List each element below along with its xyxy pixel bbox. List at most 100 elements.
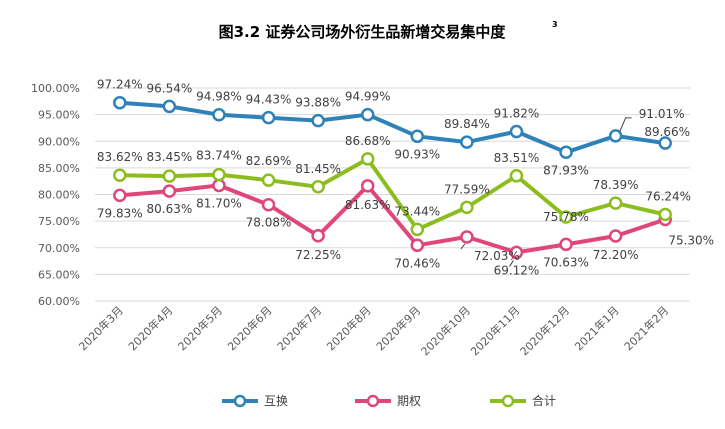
data-label: 83.45% [146, 150, 192, 164]
series-2-point-9 [559, 210, 573, 224]
series-1-point-10 [608, 229, 623, 243]
series-1-point-4 [311, 229, 325, 243]
data-label: 89.84% [444, 117, 490, 131]
data-label: 94.99% [345, 90, 391, 104]
series-2-point-1 [162, 169, 177, 183]
data-label: 73.44% [394, 204, 440, 218]
label-leader-line [509, 260, 514, 267]
data-label: 96.54% [146, 81, 192, 95]
series-2-point-3 [261, 173, 276, 187]
data-label: 78.39% [593, 178, 639, 192]
series-0-point-0 [113, 95, 127, 110]
data-label: 81.45% [295, 162, 341, 176]
y-tick-label: 80.00% [38, 189, 80, 202]
x-tick-label: 2020年4月 [125, 303, 175, 353]
y-tick-label: 60.00% [38, 295, 80, 308]
legend: 互换 期权 合计 [222, 393, 556, 408]
x-tick-label: 2021年1月 [572, 303, 622, 353]
series-0-point-11 [658, 136, 672, 150]
data-label: 83.51% [494, 151, 540, 165]
data-label: 91.01% [639, 107, 685, 121]
series-2-point-4 [311, 180, 325, 194]
data-label: 72.03% [474, 249, 520, 263]
x-tick-label: 2020年9月 [373, 303, 423, 353]
series-2-point-10 [608, 196, 623, 210]
data-label: 94.98% [196, 90, 242, 104]
y-tick-label: 100.00% [31, 82, 80, 95]
chart-title: 图3.2 证券公司场外衍生品新增交易集中度 [219, 23, 507, 41]
series-1-point-5 [360, 179, 375, 193]
data-label: 79.83% [97, 206, 143, 220]
x-tick-label: 2020年6月 [224, 303, 274, 353]
series-2-point-8 [509, 169, 524, 183]
series-0-point-3 [261, 110, 276, 125]
data-label: 93.88% [295, 96, 341, 110]
series-0-point-6 [410, 129, 425, 144]
series-1-point-3 [261, 197, 276, 212]
data-label: 78.08% [246, 216, 292, 230]
y-tick-label: 95.00% [38, 109, 80, 122]
y-axis: 60.00% 65.00% 70.00% 75.00% 80.00% 85.00% 90.0… [31, 82, 80, 308]
series-2-point-0 [113, 168, 127, 182]
series-2-point-7 [460, 200, 474, 215]
chart-title-superscript: 3 [552, 20, 558, 29]
data-label: 97.24% [97, 78, 143, 92]
data-label: 80.63% [146, 202, 192, 216]
series-1-point-2 [212, 178, 226, 193]
data-label: 70.46% [394, 256, 440, 270]
data-label: 86.68% [345, 134, 391, 148]
series-0-point-8 [509, 124, 524, 139]
x-tick-label: 2020年8月 [324, 303, 374, 353]
x-tick-label: 2021年2月 [621, 303, 671, 353]
series-line-1 [119, 183, 666, 255]
legend-label: 合计 [532, 393, 556, 408]
series-1-point-6 [410, 238, 425, 253]
series-0-point-10 [608, 129, 623, 143]
series-0-point-1 [162, 99, 177, 114]
x-axis: 2020年3月 2020年4月 2020年5月 2020年6月 2020年7月 2020年… [76, 303, 672, 358]
data-label: 69.12% [494, 263, 540, 277]
series-1-point-0 [113, 188, 127, 203]
plot-area [113, 95, 672, 260]
x-tick-label: 2020年11月 [467, 303, 522, 358]
data-label: 81.70% [196, 196, 242, 210]
series-1-point-9 [559, 237, 573, 252]
data-label: 77.59% [444, 182, 490, 196]
series-1-point-1 [162, 184, 177, 198]
data-label: 83.62% [97, 150, 143, 164]
data-label: 70.63% [543, 255, 589, 269]
series-0-point-9 [559, 145, 573, 160]
legend-swatch-marker [233, 394, 247, 408]
series-1-point-8 [509, 245, 524, 260]
series-0-point-4 [311, 113, 325, 128]
x-tick-label: 2020年3月 [76, 303, 126, 353]
legend-swatch-marker [366, 394, 380, 408]
data-label: 91.82% [494, 107, 540, 121]
y-tick-label: 70.00% [38, 242, 80, 255]
series-0-point-5 [360, 107, 375, 122]
data-label: 89.66% [644, 125, 690, 139]
series-line-0 [119, 100, 666, 155]
data-label: 90.93% [394, 147, 440, 161]
data-label: 72.20% [593, 248, 639, 262]
data-label: 94.43% [246, 93, 292, 107]
data-label: 81.63% [345, 198, 391, 212]
data-label: 82.69% [246, 154, 292, 168]
series-0-point-2 [212, 107, 226, 122]
data-label: 83.74% [196, 149, 242, 163]
y-tick-label: 65.00% [38, 268, 80, 281]
data-label: 87.93% [543, 163, 589, 177]
series-2-point-11 [658, 207, 672, 222]
data-label: 72.25% [295, 248, 341, 262]
legend-swatch-marker [501, 394, 515, 408]
x-tick-label: 2020年12月 [517, 303, 572, 358]
series-2-point-6 [410, 222, 425, 237]
legend-label: 期权 [397, 394, 421, 408]
series-2-point-2 [212, 167, 226, 182]
data-label: 75.78% [543, 210, 589, 224]
series-0-point-7 [460, 135, 474, 149]
series-1-point-7 [460, 230, 474, 244]
x-tick-label: 2020年7月 [274, 303, 324, 353]
